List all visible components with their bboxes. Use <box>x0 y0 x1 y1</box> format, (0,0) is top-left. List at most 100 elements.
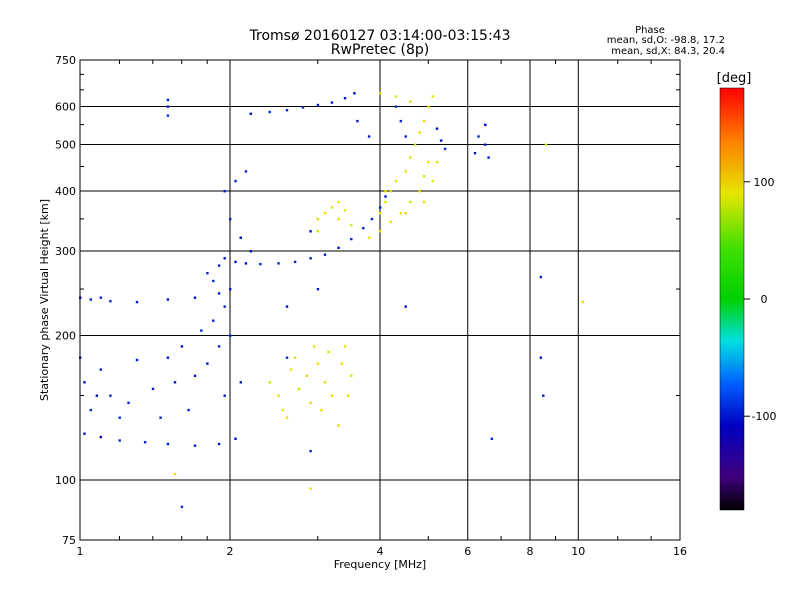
data-point <box>268 381 271 384</box>
data-point <box>367 135 371 138</box>
data-point <box>234 179 237 183</box>
data-point <box>316 103 320 107</box>
data-point <box>118 416 121 419</box>
data-point <box>350 237 353 241</box>
x-tick-label: 2 <box>227 545 234 558</box>
data-point <box>404 305 407 308</box>
data-point <box>389 190 392 193</box>
data-point <box>309 449 312 453</box>
data-point <box>289 368 293 371</box>
data-point <box>239 381 242 384</box>
data-point <box>323 381 327 384</box>
data-point <box>99 435 102 439</box>
data-point <box>484 123 487 127</box>
data-point <box>384 195 387 198</box>
data-point <box>327 350 330 354</box>
data-point <box>95 394 99 397</box>
data-point <box>301 106 305 109</box>
data-point <box>309 230 312 233</box>
data-point <box>200 329 203 332</box>
data-point <box>350 374 353 377</box>
data-points <box>79 92 584 509</box>
data-point <box>330 101 334 104</box>
data-point <box>316 217 320 221</box>
data-point <box>581 300 584 304</box>
data-point <box>337 424 340 427</box>
data-point <box>353 92 356 95</box>
data-point <box>347 394 350 397</box>
x-tick-label: 16 <box>673 545 687 558</box>
data-point <box>337 246 340 249</box>
data-point <box>418 131 421 134</box>
y-tick-label: 200 <box>55 330 76 343</box>
data-point <box>244 262 248 265</box>
data-point <box>370 217 374 221</box>
y-tick-label: 300 <box>55 245 76 258</box>
x-tick-label: 1 <box>77 545 84 558</box>
data-point <box>323 253 327 256</box>
data-point <box>83 432 86 435</box>
data-point <box>212 319 215 322</box>
data-point <box>409 100 412 103</box>
chart-title: Tromsø 20160127 03:14:00-03:15:43 <box>249 28 511 44</box>
data-point <box>404 170 407 173</box>
data-point <box>223 257 226 260</box>
data-point <box>268 110 271 114</box>
data-point <box>473 152 477 155</box>
data-point <box>83 381 86 384</box>
plot-frame <box>79 59 681 541</box>
data-point <box>217 264 221 267</box>
data-point <box>337 217 340 221</box>
data-point <box>285 416 289 419</box>
data-point <box>223 305 226 308</box>
data-point <box>285 305 289 308</box>
data-point <box>422 119 426 123</box>
data-point <box>490 437 493 440</box>
data-point <box>384 200 387 204</box>
data-point <box>180 505 184 509</box>
data-point <box>399 119 402 123</box>
data-point <box>281 408 284 412</box>
data-point <box>217 442 221 446</box>
data-point <box>166 114 170 117</box>
y-axis-label: Stationary phase Virtual Height [km] <box>38 199 51 401</box>
data-point <box>234 437 237 440</box>
stats-line-x: mean, sd,X: 84.3, 20.4 <box>611 46 725 57</box>
data-point <box>118 439 121 442</box>
data-point <box>367 236 371 239</box>
data-point <box>166 298 170 301</box>
data-point <box>409 200 412 204</box>
x-tick-label: 4 <box>377 545 384 558</box>
data-point <box>309 257 312 260</box>
data-point <box>206 362 209 365</box>
data-point <box>187 408 190 412</box>
grid <box>80 60 680 540</box>
data-point <box>394 179 398 183</box>
data-point <box>316 362 320 365</box>
data-point <box>544 143 548 146</box>
y-tick-label: 75 <box>62 534 76 547</box>
y-tick-label: 750 <box>55 54 76 67</box>
data-point <box>409 156 412 159</box>
data-point <box>320 408 323 412</box>
colorbar <box>719 87 745 511</box>
data-point <box>413 143 417 146</box>
x-tick-label: 8 <box>527 545 534 558</box>
x-axis-label: Frequency [MHz] <box>334 558 426 571</box>
data-point <box>277 262 280 265</box>
data-point <box>151 387 155 391</box>
data-point <box>330 206 334 209</box>
data-point <box>343 97 347 100</box>
data-point <box>193 374 197 377</box>
data-point <box>539 356 542 359</box>
data-point <box>305 374 308 377</box>
data-point <box>166 442 170 446</box>
data-point <box>285 356 289 359</box>
data-point <box>477 135 480 138</box>
data-point <box>249 250 252 253</box>
data-point <box>316 230 320 233</box>
data-point <box>89 408 92 412</box>
data-point <box>422 200 426 204</box>
data-point <box>89 298 92 301</box>
data-point <box>384 190 387 193</box>
